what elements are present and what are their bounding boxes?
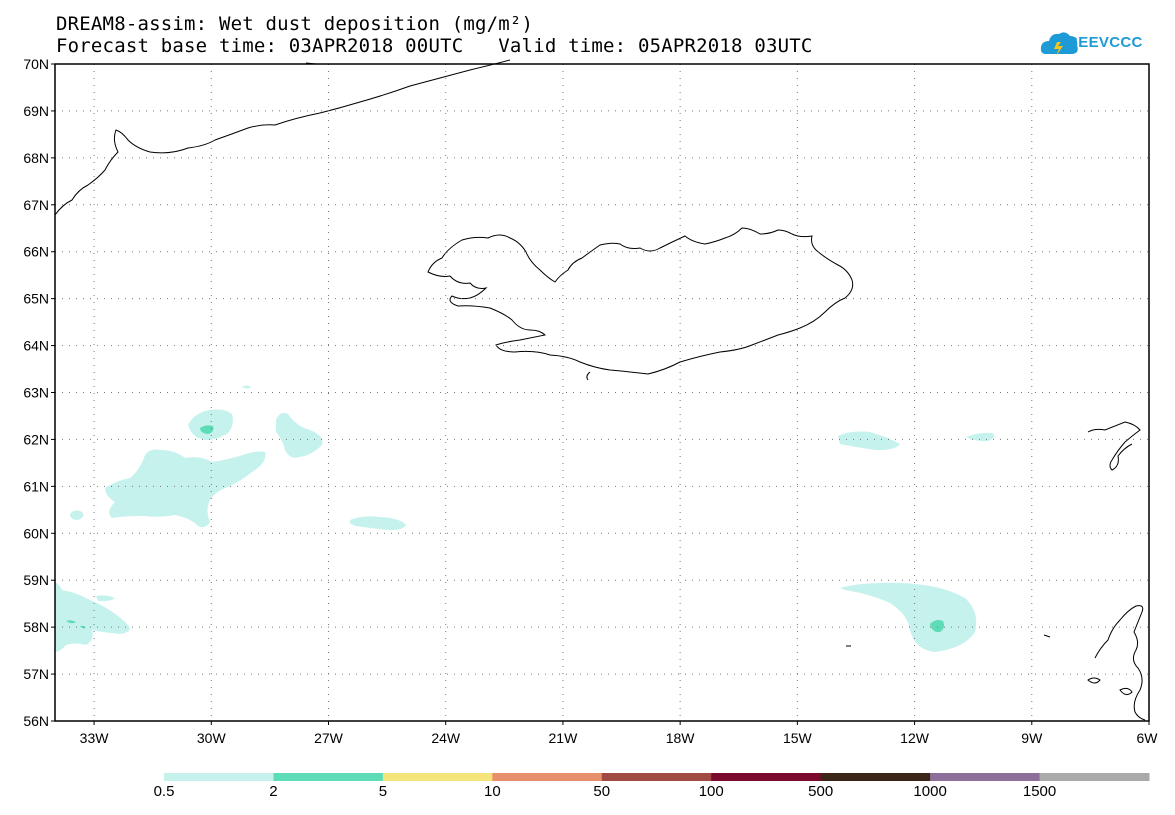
colorbar-label: 2 <box>269 783 278 800</box>
colorbar-label: 0.5 <box>153 783 175 800</box>
colorbar-label: 500 <box>808 783 834 800</box>
lat-label: 64N <box>23 338 49 354</box>
colorbar-label: 50 <box>593 783 611 800</box>
colorbar-label: 1000 <box>913 783 947 800</box>
map-grid <box>55 64 1149 721</box>
lon-label: 33W <box>80 730 110 746</box>
lat-label: 61N <box>23 478 49 494</box>
colorbar-segment <box>382 773 493 781</box>
colorbar-segment <box>164 773 274 781</box>
lat-label: 57N <box>23 666 49 682</box>
colorbar-segment <box>1039 773 1150 781</box>
lon-label: 30W <box>197 730 227 746</box>
lat-label: 63N <box>23 385 49 401</box>
lat-label: 62N <box>23 431 49 447</box>
lat-label: 56N <box>23 713 49 729</box>
colorbar-segment <box>711 773 822 781</box>
colorbar-label: 1500 <box>1022 783 1057 800</box>
lat-label: 69N <box>23 103 49 119</box>
deposition-areas <box>55 385 995 652</box>
longitude-labels: 33W 30W 27W 24W 21W 18W 15W 12W 9W 6W <box>80 730 1159 746</box>
lon-label: 9W <box>1021 730 1043 746</box>
axis-ticks <box>51 63 1150 725</box>
lat-label: 58N <box>23 619 49 635</box>
deposition-medium-areas <box>66 425 944 633</box>
lon-label: 27W <box>314 730 344 746</box>
colorbar-label: 100 <box>698 783 724 800</box>
lat-label: 70N <box>23 56 49 72</box>
coastlines <box>54 59 1146 721</box>
lat-label: 59N <box>23 572 49 588</box>
colorbar-segment <box>492 773 603 781</box>
colorbar-segment <box>930 773 1041 781</box>
colorbar-label: 5 <box>378 783 388 800</box>
lon-label: 6W <box>1137 730 1159 746</box>
lat-label: 65N <box>23 291 49 307</box>
map-title: DREAM8-assim: Wet dust deposition (mg/m²… <box>56 13 534 35</box>
lon-label: 15W <box>783 730 813 746</box>
logo-text: SEEVCCC <box>1068 34 1143 51</box>
latitude-labels: 56N 57N 58N 59N 60N 61N 62N 63N 64N 65N 66N 67N 68N 6… <box>23 56 49 729</box>
colorbar-segment <box>820 773 931 781</box>
lat-label: 68N <box>23 150 49 166</box>
lat-label: 67N <box>23 197 49 213</box>
lat-label: 66N <box>23 244 49 260</box>
lon-label: 12W <box>900 730 930 746</box>
lon-label: 24W <box>431 730 461 746</box>
lon-label: 18W <box>666 730 696 746</box>
colorbar <box>164 773 1150 781</box>
map-subtitle: Forecast base time: 03APR2018 00UTC Vali… <box>56 35 813 57</box>
colorbar-segment <box>601 773 712 781</box>
lat-label: 60N <box>23 525 49 541</box>
cloud-icon <box>1040 32 1078 56</box>
colorbar-label: 10 <box>483 783 501 800</box>
lon-label: 21W <box>549 730 579 746</box>
colorbar-segment <box>273 773 384 781</box>
